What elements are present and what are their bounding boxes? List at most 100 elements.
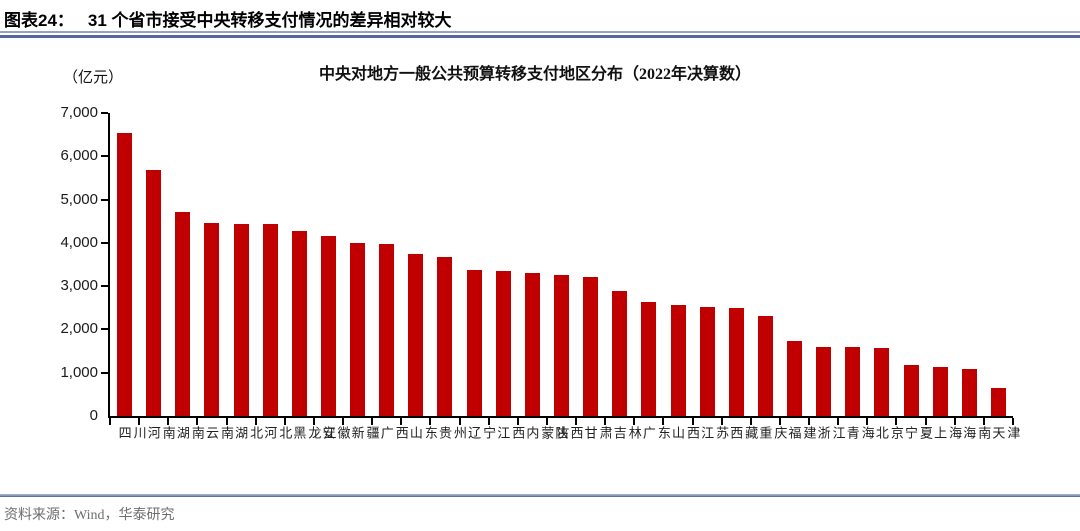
y-axis-tick-label: 0 [89, 407, 98, 424]
x-axis-category-label: 湖南 [174, 426, 205, 440]
x-axis-tick [283, 418, 286, 425]
x-axis-tick [196, 418, 199, 425]
bar [262, 224, 278, 416]
x-axis-category-label: 甘肃 [582, 426, 613, 440]
y-axis-tick [101, 155, 108, 158]
x-axis-tick [662, 418, 665, 425]
x-axis-category-label: 广西 [378, 426, 409, 440]
x-axis-category-label: 安徽 [320, 426, 351, 440]
x-axis-category-label: 吉林 [611, 426, 642, 440]
x-axis-category-label: 上海 [932, 426, 963, 440]
x-axis-tick [516, 418, 519, 425]
bar [175, 211, 191, 416]
bar [583, 277, 599, 416]
x-axis-tick [749, 418, 752, 425]
bar [990, 387, 1006, 416]
x-axis-tick [458, 418, 461, 425]
figure-header: 图表24： 31 个省市接受中央转移支付情况的差异相对较大 [4, 6, 452, 31]
x-axis-tick [604, 418, 607, 425]
x-axis-category-label: 广东 [640, 426, 671, 440]
x-axis-category-label: 贵州 [436, 426, 467, 440]
x-axis-tick [866, 418, 869, 425]
figure-number-label: 图表24： [4, 11, 74, 30]
y-axis-tick [101, 328, 108, 331]
x-axis-tick [167, 418, 170, 425]
x-axis-tick [109, 418, 111, 425]
y-axis-tick [101, 285, 108, 288]
x-axis-tick [720, 418, 723, 425]
x-axis-tick [633, 418, 636, 425]
bar [757, 316, 773, 416]
y-axis-tick-label: 1,000 [60, 363, 98, 381]
bar [320, 235, 336, 416]
x-axis-category-label: 浙江 [815, 426, 846, 440]
x-axis-tick [691, 418, 694, 425]
x-axis-tick [924, 418, 927, 425]
x-axis-category-label: 江苏 [699, 426, 730, 440]
x-axis-tick [312, 418, 315, 425]
x-axis-tick [545, 418, 548, 425]
bar [612, 290, 628, 416]
x-axis-category-label: 海南 [961, 426, 992, 440]
x-axis-tick [808, 418, 811, 425]
x-axis-tick [575, 418, 578, 425]
x-axis-tick [1012, 418, 1014, 425]
x-axis-category-label: 天津 [990, 426, 1021, 440]
x-axis-tick [778, 418, 781, 425]
x-axis-tick [254, 418, 257, 425]
bar [728, 307, 744, 416]
bar [466, 270, 482, 416]
x-axis-tick [429, 418, 432, 425]
x-axis-category-label: 北京 [873, 426, 904, 440]
y-axis-tick-label: 4,000 [60, 233, 98, 251]
x-axis-category-label: 福建 [786, 426, 817, 440]
x-axis-tick [225, 418, 228, 425]
bar [495, 271, 511, 416]
x-axis-category-label: 内蒙古 [524, 426, 570, 440]
x-axis-category-label: 江西 [495, 426, 526, 440]
bar [845, 347, 861, 416]
bar [816, 346, 832, 416]
footer-divider [0, 494, 1080, 497]
bar [350, 243, 366, 416]
bar [641, 302, 657, 416]
x-axis-category-label: 辽宁 [466, 426, 497, 440]
x-axis-category-label: 河南 [145, 426, 176, 440]
x-axis-category-label: 四川 [116, 426, 147, 440]
x-axis-category-label: 湖北 [233, 426, 264, 440]
bar [146, 169, 162, 416]
y-axis-unit-label: （亿元） [63, 70, 124, 86]
source-note: 资料来源：Wind，华泰研究 [4, 508, 175, 523]
y-axis-tick-label: 2,000 [60, 320, 98, 338]
bar [524, 272, 540, 416]
x-axis-tick [487, 418, 490, 425]
y-axis-tick [101, 371, 108, 374]
x-axis-tick [400, 418, 403, 425]
x-axis-category-label: 山东 [407, 426, 438, 440]
y-axis-tick-label: 3,000 [60, 277, 98, 295]
chart-title: 中央对地方一般公共预算转移支付地区分布（2022年决算数） [318, 66, 751, 83]
bar [787, 340, 803, 416]
bar [554, 274, 569, 416]
y-axis-tick-label: 5,000 [60, 190, 98, 208]
bar [204, 222, 220, 416]
x-axis-tick [371, 418, 374, 425]
plot-area: 0 1,000 2,000 3,000 4,000 5,000 6,000 7,000 四川 河南… [60, 104, 1020, 440]
x-axis-category-label: 河北 [262, 426, 293, 440]
bar [233, 223, 249, 416]
x-axis-category-label: 山西 [670, 426, 701, 440]
bar [117, 133, 133, 416]
bar [291, 231, 307, 416]
bar [437, 257, 453, 416]
bar [379, 244, 395, 416]
bar [961, 369, 977, 416]
x-axis-tick [953, 418, 956, 425]
x-axis-tick [982, 418, 985, 425]
y-axis-tick-label: 6,000 [60, 147, 98, 165]
x-axis-category-label: 青海 [844, 426, 875, 440]
x-axis-category-label: 黑龙江 [291, 426, 337, 440]
bar [874, 348, 890, 416]
y-axis-tick [101, 241, 108, 244]
x-axis-tick [342, 418, 345, 425]
